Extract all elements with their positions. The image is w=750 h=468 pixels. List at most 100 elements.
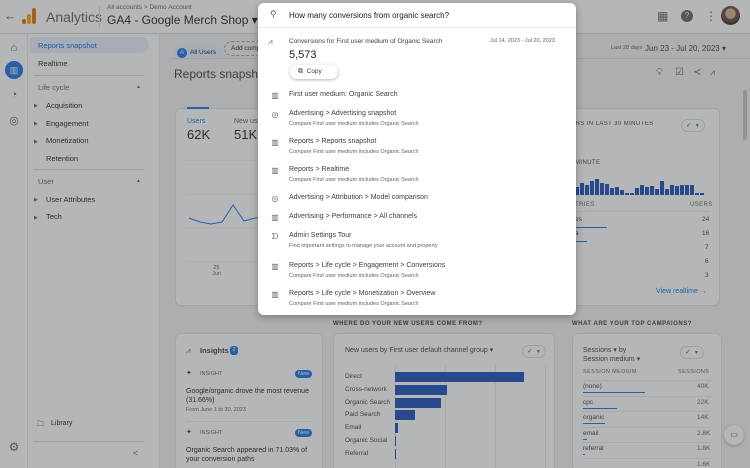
search-result-item[interactable]: ▥ Reports > Realtime Compare First user me…: [258, 166, 576, 190]
search-result-item[interactable]: ▥ Advertising > Performance > All channel…: [258, 213, 576, 229]
report-icon: ▥: [271, 166, 279, 175]
search-result-item[interactable]: ◎ Advertising > Advertising snapshot Compa…: [258, 110, 576, 134]
country-cell: es: [575, 216, 582, 223]
sidebar-section-life-cycle[interactable]: Life cycle: [38, 83, 70, 92]
expand-arrow-icon[interactable]: ▶: [34, 139, 38, 145]
answer-date: Jul 14, 2023 - Jul 20, 2023: [490, 38, 555, 44]
new-badge: New: [295, 370, 313, 378]
insights-count-badge: 2: [230, 346, 238, 355]
data-quality-badge[interactable]: ✓ ▼: [680, 346, 704, 359]
new-badge: New: [295, 429, 313, 437]
result-subtitle: Find important settings to manage your a…: [289, 243, 438, 249]
sidebar-item-acquisition[interactable]: Acquisition: [46, 101, 83, 110]
sidebar-item-reports-snapshot[interactable]: Reports snapshot: [38, 41, 97, 50]
insights-icon[interactable]: 💡︎: [656, 67, 663, 78]
metric-tab-users[interactable]: Users: [187, 118, 206, 125]
more-vert-icon[interactable]: ⋮: [705, 9, 717, 23]
date-range-picker[interactable]: Jun 23 - Jul 20, 2023 ▾: [645, 44, 726, 53]
sidebar-item-library[interactable]: Library: [51, 420, 73, 427]
date-range: Jun 23 - Jul 20, 2023: [645, 44, 720, 53]
bar[interactable]: [395, 423, 399, 434]
property-name: GA4 - Google Merch Shop: [107, 13, 249, 27]
realtime-card: [560, 108, 720, 306]
copy-button[interactable]: ⧉ Copy: [290, 65, 338, 79]
search-result-item[interactable]: ᗤ Admin Settings Tour Find important setti…: [258, 232, 576, 256]
bar[interactable]: [395, 372, 524, 382]
insight-text[interactable]: Organic Search appeared in 71.03% of you…: [186, 447, 308, 463]
result-subtitle: Compare First user medium includes Organ…: [289, 177, 419, 183]
col-countries: TRIES: [575, 202, 595, 208]
explore-icon[interactable]: ◔: [10, 89, 18, 101]
divider: [34, 75, 144, 76]
sessions-bar: [583, 423, 605, 424]
scrollbar[interactable]: [743, 90, 747, 140]
sidebar-item-retention[interactable]: Retention: [46, 154, 79, 163]
reports-icon[interactable]: ▥: [5, 61, 23, 79]
data-quality-badge[interactable]: ✓ ▼: [681, 119, 705, 132]
data-quality-badge[interactable]: ✓ ▼: [522, 345, 546, 358]
view-realtime-link[interactable]: View realtime →: [656, 288, 707, 295]
sparkle-icon: ✦: [186, 370, 192, 377]
section-title-new-users: WHERE DO YOUR NEW USERS COME FROM?: [333, 321, 483, 327]
sidebar-item-realtime[interactable]: Realtime: [38, 59, 68, 68]
result-subtitle: Compare First user medium includes Organ…: [289, 149, 419, 155]
nav-rail: ⌂ ◔ ◎ ⚙: [0, 34, 28, 468]
avatar[interactable]: [721, 6, 740, 25]
result-subtitle: Compare First user medium includes Organ…: [289, 273, 419, 279]
advertising-icon[interactable]: ◎: [9, 115, 19, 127]
search-result-item[interactable]: ▥ First user medium: Organic Search: [258, 91, 576, 107]
bar[interactable]: [395, 448, 396, 459]
metric-value-new-users: 51K: [234, 127, 258, 142]
metric-tab-new-users[interactable]: New users: [234, 118, 258, 125]
home-icon[interactable]: ⌂: [10, 42, 18, 54]
expand-arrow-icon[interactable]: ▶: [34, 197, 38, 203]
report-icon: ▥: [271, 91, 279, 100]
gear-icon[interactable]: ⚙: [8, 440, 20, 454]
apps-grid-icon[interactable]: ▦: [657, 9, 669, 23]
insight-text[interactable]: Google/organic drove the most revenue (3…: [186, 388, 309, 404]
result-title: Reports > Life cycle > Engagement > Conv…: [289, 262, 446, 269]
feedback-icon[interactable]: ▭: [724, 425, 744, 445]
sidebar-item-monetization[interactable]: Monetization: [46, 136, 89, 145]
breadcrumb[interactable]: All accounts > Demo Account: [107, 4, 192, 11]
bar[interactable]: [395, 410, 415, 421]
expand-arrow-icon[interactable]: ▶: [34, 121, 38, 127]
chip-avatar: A: [177, 48, 187, 58]
search-input[interactable]: How many conversions from organic search…: [289, 11, 450, 20]
expand-arrow-icon[interactable]: ▶: [34, 103, 38, 109]
bar[interactable]: [395, 384, 448, 395]
customize-report-icon[interactable]: ☑: [675, 67, 684, 78]
property-selector[interactable]: GA4 - Google Merch Shop ▾: [107, 13, 258, 27]
sidebar-section-user[interactable]: User: [38, 177, 54, 186]
trend-icon[interactable]: ⩘: [710, 67, 716, 77]
expand-arrow-icon[interactable]: ▶: [34, 215, 38, 221]
search-result-item[interactable]: ◎ Advertising > Attribution > Model compa…: [258, 194, 576, 210]
advertising-icon: ◎: [271, 110, 279, 119]
sidebar-item-user-attributes[interactable]: User Attributes: [46, 195, 96, 204]
bar-label: Organic Social: [345, 437, 388, 444]
new-users-dimension-selector[interactable]: New users by First user default channel …: [345, 347, 494, 354]
metric-value-users: 62K: [187, 127, 211, 142]
chevron-up-icon[interactable]: ▲: [136, 84, 141, 90]
sessions-cell: 22K: [697, 398, 709, 406]
metric-selector[interactable]: Sessions ▾ by: [583, 347, 627, 354]
section-title-campaigns: WHAT ARE YOUR TOP CAMPAIGNS?: [572, 321, 692, 327]
comparison-chip[interactable]: A All Users: [174, 41, 223, 59]
sidebar-item-engagement[interactable]: Engagement: [46, 119, 89, 128]
dimension-selector[interactable]: Session medium ▾: [583, 356, 641, 363]
search-result-item[interactable]: ▥ Reports > Life cycle > Engagement > Con…: [258, 262, 576, 286]
collapse-sidebar-icon[interactable]: <: [133, 448, 139, 458]
bar[interactable]: [395, 397, 441, 408]
bar[interactable]: [395, 436, 396, 446]
sessions-bar: [583, 407, 618, 409]
chevron-up-icon[interactable]: ▲: [136, 178, 141, 184]
share-icon[interactable]: ≺: [693, 67, 702, 78]
search-result-item[interactable]: ▥ Reports > Life cycle > Monetization > O…: [258, 290, 576, 314]
users-cell: 3: [705, 272, 709, 279]
sidebar-item-tech[interactable]: Tech: [46, 212, 62, 221]
search-result-item[interactable]: ▥ Reports > Reports snapshot Compare First…: [258, 138, 576, 162]
advertising-icon: ◎: [271, 194, 279, 203]
back-arrow-icon[interactable]: ←: [4, 8, 17, 23]
bar-label: Organic Search: [345, 398, 391, 406]
help-icon[interactable]: ?: [681, 10, 693, 22]
